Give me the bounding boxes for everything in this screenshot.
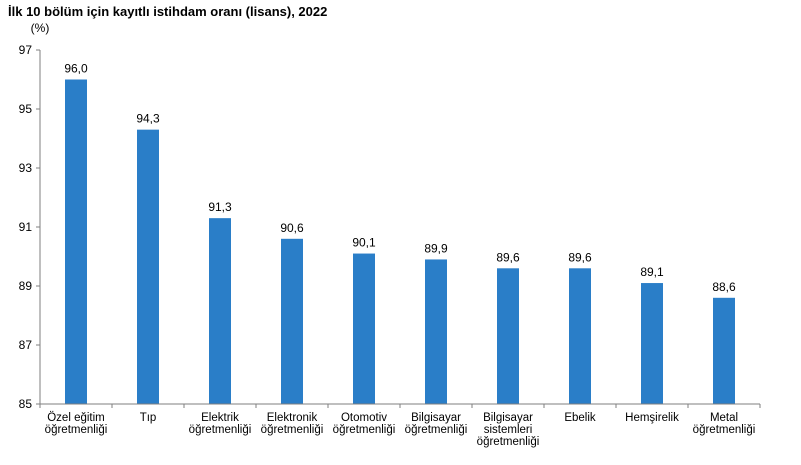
bar	[281, 238, 303, 404]
bar-value-label: 96,0	[64, 62, 88, 76]
x-category-label: Ebelik	[564, 412, 596, 424]
x-category-label: Otomotiv öğretmenliği	[333, 412, 396, 436]
y-tick-label: 85	[19, 397, 33, 411]
bar-value-label: 89,9	[424, 241, 448, 255]
x-category-label: Hemşirelik	[625, 412, 679, 424]
bar	[713, 297, 735, 404]
x-axis: Özel eğitim öğretmenliği Tıp Elektrik öğretm…	[39, 403, 761, 448]
y-tick-label: 87	[19, 338, 33, 352]
bar-value-label: 90,6	[280, 221, 304, 235]
chart-title: İlk 10 bölüm için kayıtlı istihdam oranı…	[8, 4, 328, 19]
x-category-label: Bilgisayar sistemleri öğretmenliği	[477, 412, 540, 448]
bar-value-label: 94,3	[136, 112, 160, 126]
bar	[569, 268, 591, 404]
bar	[497, 268, 519, 404]
x-category-label: Metal öğretmenliği	[693, 412, 756, 436]
y-tick-label: 97	[19, 43, 33, 57]
y-tick-label: 95	[19, 102, 33, 116]
x-category-label: Elektrik öğretmenliği	[189, 412, 252, 436]
x-category-label: Tıp	[140, 412, 157, 424]
y-unit-label: (%)	[31, 21, 50, 35]
y-tick-label: 89	[19, 279, 33, 293]
x-category-label: Elektronik öğretmenliği	[261, 412, 324, 436]
bar-value-label: 90,1	[352, 236, 376, 250]
bar	[641, 283, 663, 404]
bar-value-label: 89,6	[496, 250, 520, 264]
y-tick-label: 93	[19, 161, 33, 175]
bar	[65, 79, 87, 404]
bar-value-label: 88,6	[712, 280, 736, 294]
bar-value-label: 89,1	[640, 265, 664, 279]
bar	[209, 218, 231, 404]
x-category-label: Özel eğitim öğretmenliği	[45, 412, 108, 436]
y-axis: 85 87 89 91 93 95 97	[19, 43, 41, 411]
x-category-label: Bilgisayar öğretmenliği	[405, 412, 468, 436]
bar-value-label: 91,3	[208, 200, 232, 214]
bar-value-label: 89,6	[568, 250, 592, 264]
bar	[137, 129, 159, 404]
bar	[353, 253, 375, 404]
bar	[425, 259, 447, 404]
y-tick-label: 91	[19, 220, 33, 234]
value-labels: 96,0 94,3 91,3 90,6 90,1 89,9 89,6 89,6 89,1 88,6	[64, 62, 736, 294]
bars	[65, 79, 735, 404]
